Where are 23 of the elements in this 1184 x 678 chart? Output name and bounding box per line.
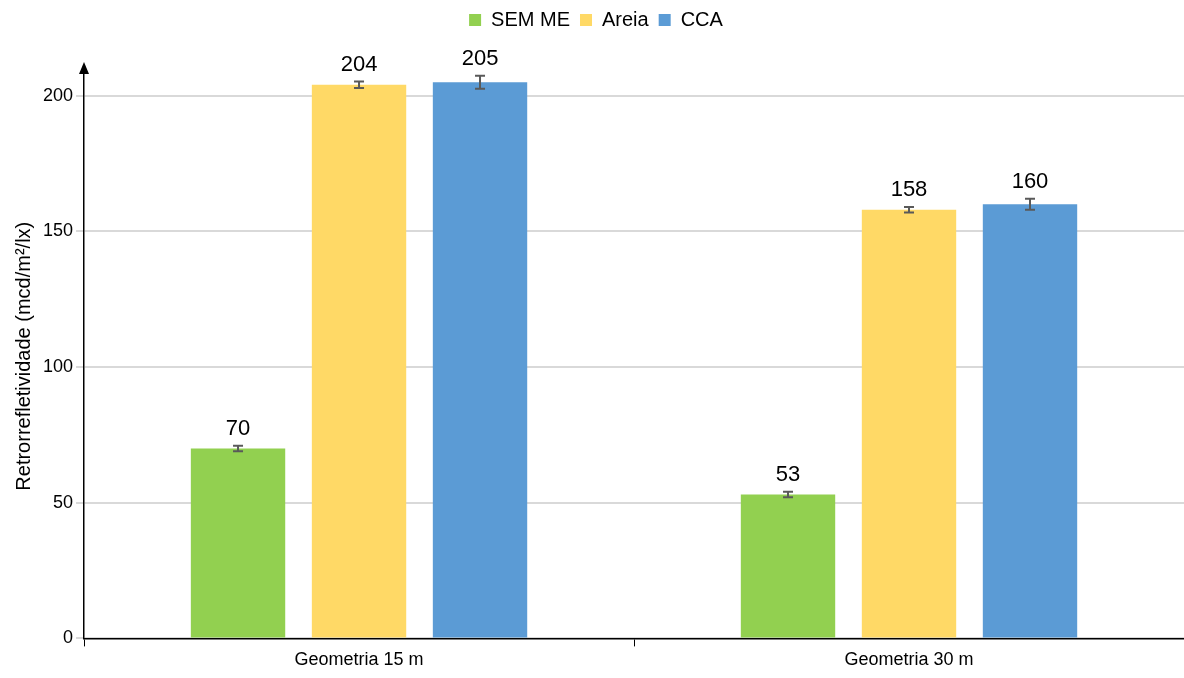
y-tick-label: 50: [53, 491, 74, 512]
data-label: 160: [1011, 167, 1049, 193]
bar: [861, 209, 957, 638]
x-tick-label: Geometria 30 m: [844, 649, 974, 670]
bar: [190, 448, 286, 638]
y-tick-label: 200: [42, 84, 74, 105]
x-tick-label: Geometria 15 m: [294, 649, 424, 670]
legend-label: Areia: [601, 7, 650, 30]
data-label: 53: [775, 460, 801, 486]
bar: [740, 494, 836, 638]
y-tick-label: 100: [42, 356, 74, 377]
bar: [311, 84, 407, 638]
data-label: 70: [225, 414, 251, 440]
data-label: 205: [461, 44, 499, 70]
data-label: 204: [340, 50, 378, 76]
y-tick-label: 150: [42, 220, 74, 241]
bar: [432, 82, 528, 638]
bar: [982, 204, 1078, 638]
legend-label: CCA: [680, 7, 724, 30]
legend-label: SEM ME: [491, 7, 570, 30]
data-label: 158: [890, 176, 928, 202]
y-tick-label: 0: [63, 627, 74, 648]
y-axis-title: Retrorrefletividade (mcd/m²/lx): [11, 221, 34, 491]
